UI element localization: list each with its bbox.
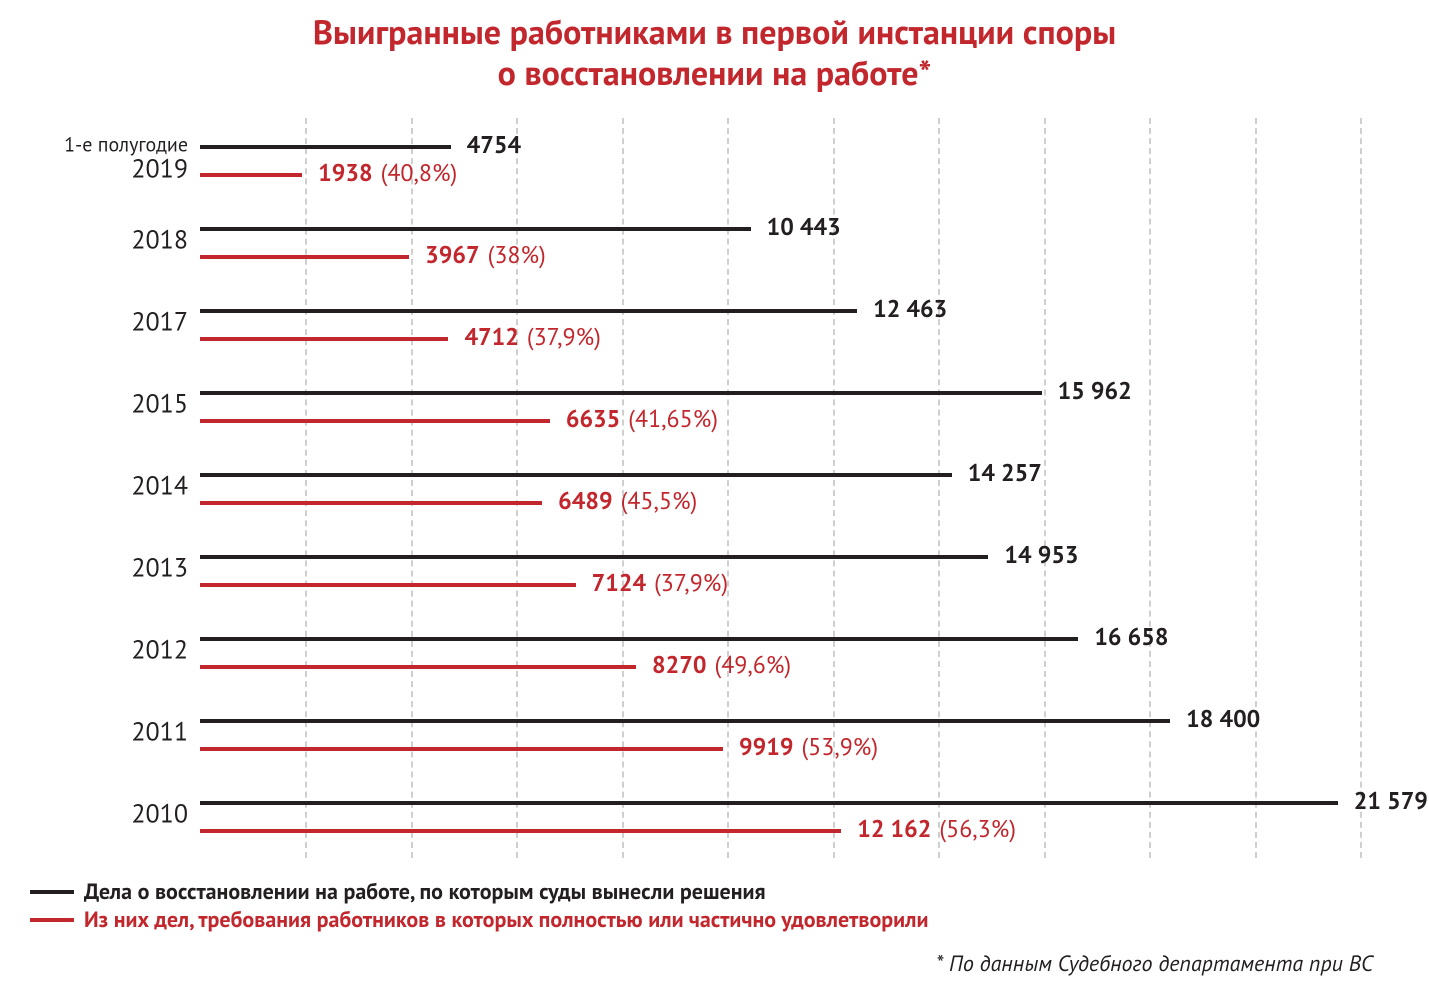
bar-total <box>200 555 988 559</box>
bar-won-value: 3967 <box>425 239 479 270</box>
year-label: 2018 <box>0 227 200 256</box>
bar-total-label: 21 579 <box>1354 789 1428 813</box>
bar-won <box>200 419 550 423</box>
bar-total-label: 15 962 <box>1058 379 1132 403</box>
chart-row: 201712 4634712(37,9%) <box>200 282 1360 364</box>
year-label: 2014 <box>0 473 200 502</box>
bar-total-label: 18 400 <box>1186 707 1260 731</box>
bar-won-value: 1938 <box>318 157 372 188</box>
bar-won <box>200 665 636 669</box>
bar-total-label: 14 257 <box>968 461 1042 485</box>
year-value: 2019 <box>0 156 188 185</box>
year-value: 2010 <box>0 801 188 830</box>
year-value: 2013 <box>0 555 188 584</box>
bar-total <box>200 391 1042 395</box>
bar-total <box>200 309 857 313</box>
chart-container: Выигранные работниками в первой инстанци… <box>0 0 1429 984</box>
year-label: 2015 <box>0 391 200 420</box>
bar-won-pct: (37,9%) <box>527 321 601 352</box>
legend-label: Дела о восстановлении на работе, по кото… <box>84 878 766 906</box>
bar-won-value: 4712 <box>464 321 518 352</box>
chart-row: 201216 6588270(49,6%) <box>200 610 1360 692</box>
year-value: 2018 <box>0 227 188 256</box>
bar-total <box>200 145 451 149</box>
bar-won-pct: (53,9%) <box>801 731 878 762</box>
bar-won-value: 6635 <box>566 403 620 434</box>
bar-won-label: 6635(41,65%) <box>566 407 718 431</box>
bar-won-pct: (41,65%) <box>628 403 718 434</box>
year-value: 2017 <box>0 309 188 338</box>
chart-row: 201515 9626635(41,65%) <box>200 364 1360 446</box>
bar-won <box>200 501 542 505</box>
bar-won-pct: (40,8%) <box>381 157 458 188</box>
year-label: 2010 <box>0 801 200 830</box>
bar-total-label: 4754 <box>467 133 521 157</box>
footnote: * По данным Судебного департамента при В… <box>936 950 1373 978</box>
bar-won-pct: (38%) <box>488 239 546 270</box>
legend-swatch <box>30 918 74 922</box>
bar-won <box>200 173 302 177</box>
chart-row: 201118 4009919(53,9%) <box>200 692 1360 774</box>
year-value: 2011 <box>0 719 188 748</box>
bar-won-value: 9919 <box>739 731 793 762</box>
chart-row: 1-е полугодие201947541938(40,8%) <box>200 118 1360 200</box>
bar-won-value: 7124 <box>592 567 646 598</box>
bar-won-label: 4712(37,9%) <box>464 325 600 349</box>
bar-total <box>200 473 952 477</box>
bar-total-label: 16 658 <box>1094 625 1168 649</box>
year-value: 2015 <box>0 391 188 420</box>
bar-total <box>200 227 751 231</box>
chart-row: 201021 57912 162(56,3%) <box>200 774 1360 856</box>
chart-title: Выигранные работниками в первой инстанци… <box>0 12 1429 94</box>
year-label: 2013 <box>0 555 200 584</box>
bar-total <box>200 719 1170 723</box>
year-label: 2011 <box>0 719 200 748</box>
rows-layer: 1-е полугодие201947541938(40,8%)201810 4… <box>200 118 1360 858</box>
plot-area: 1-е полугодие201947541938(40,8%)201810 4… <box>200 118 1360 858</box>
bar-total <box>200 637 1078 641</box>
gridline <box>1360 118 1362 858</box>
chart-row: 201414 2576489(45,5%) <box>200 446 1360 528</box>
legend-item: Из них дел, требования работников в кото… <box>30 906 928 934</box>
bar-total-label: 12 463 <box>873 297 947 321</box>
bar-won <box>200 829 841 833</box>
bar-won-label: 6489(45,5%) <box>558 489 697 513</box>
year-value: 2012 <box>0 637 188 666</box>
bar-won-pct: (37,9%) <box>654 567 728 598</box>
bar-won-label: 9919(53,9%) <box>739 735 878 759</box>
year-label: 2012 <box>0 637 200 666</box>
bar-won-label: 7124(37,9%) <box>592 571 728 595</box>
bar-won <box>200 747 723 751</box>
bar-won-label: 8270(49,6%) <box>652 653 791 677</box>
bar-won-pct: (45,5%) <box>621 485 698 516</box>
legend-label: Из них дел, требования работников в кото… <box>84 906 928 934</box>
chart-row: 201314 9537124(37,9%) <box>200 528 1360 610</box>
bar-won <box>200 583 576 587</box>
bar-won-label: 12 162(56,3%) <box>857 817 1016 841</box>
bar-won-value: 12 162 <box>857 813 931 844</box>
bar-total <box>200 801 1338 805</box>
bar-won-pct: (49,6%) <box>714 649 791 680</box>
bar-won-label: 3967(38%) <box>425 243 546 267</box>
chart-row: 201810 4433967(38%) <box>200 200 1360 282</box>
bar-won-value: 6489 <box>558 485 612 516</box>
bar-won-label: 1938(40,8%) <box>318 161 457 185</box>
legend-swatch <box>30 890 74 894</box>
bar-won-value: 8270 <box>652 649 706 680</box>
bar-won-pct: (56,3%) <box>939 813 1016 844</box>
year-value: 2014 <box>0 473 188 502</box>
bar-won <box>200 337 448 341</box>
year-label: 2017 <box>0 309 200 338</box>
bar-total-label: 10 443 <box>767 215 841 239</box>
legend: Дела о восстановлении на работе, по кото… <box>30 878 928 934</box>
bar-won <box>200 255 409 259</box>
legend-item: Дела о восстановлении на работе, по кото… <box>30 878 928 906</box>
bar-total-label: 14 953 <box>1004 543 1078 567</box>
year-label: 1-е полугодие2019 <box>0 134 200 185</box>
